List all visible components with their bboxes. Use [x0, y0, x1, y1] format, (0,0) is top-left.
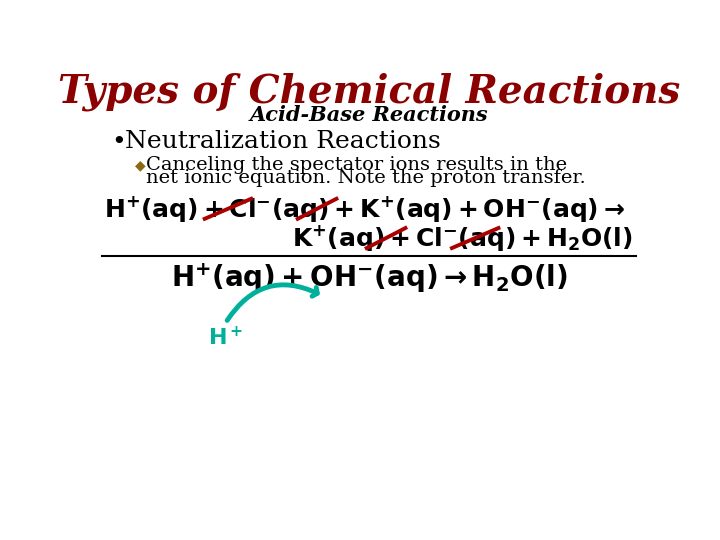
- Text: Canceling the spectator ions results in the: Canceling the spectator ions results in …: [145, 156, 567, 174]
- Text: $\mathbf{K}^{\mathbf{+}}\mathbf{(aq)+Cl}^{\mathbf{-}}\mathbf{(aq)+H_2O(l)}$: $\mathbf{K}^{\mathbf{+}}\mathbf{(aq)+Cl}…: [292, 223, 632, 253]
- Text: ◆: ◆: [135, 158, 145, 172]
- Text: Types of Chemical Reactions: Types of Chemical Reactions: [58, 72, 680, 111]
- Text: net ionic equation. Note the proton transfer.: net ionic equation. Note the proton tran…: [145, 169, 585, 187]
- Text: Neutralization Reactions: Neutralization Reactions: [125, 130, 441, 153]
- Text: $\mathbf{H}^{\mathbf{+}}\mathbf{(aq)+Cl}^{\mathbf{-}}\mathbf{(aq)+K}^{\mathbf{+}: $\mathbf{H}^{\mathbf{+}}\mathbf{(aq)+Cl}…: [104, 194, 625, 224]
- Text: •: •: [112, 130, 127, 154]
- Text: $\mathbf{H^+}$: $\mathbf{H^+}$: [208, 327, 243, 350]
- Text: $\mathbf{H}^{\mathbf{+}}\mathbf{(aq)+OH}^{\mathbf{-}}\mathbf{(aq)\rightarrow H_2: $\mathbf{H}^{\mathbf{+}}\mathbf{(aq)+OH}…: [171, 261, 567, 295]
- Text: Acid-Base Reactions: Acid-Base Reactions: [250, 105, 488, 125]
